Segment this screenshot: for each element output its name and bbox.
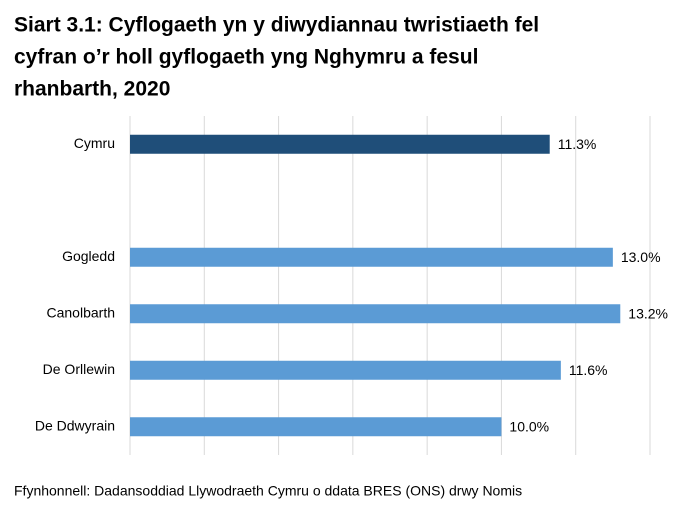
source-note: Ffynhonnell: Dadansoddiad Llywodraeth Cy… <box>14 483 522 499</box>
value-label: 13.2% <box>628 305 668 321</box>
chart-title: cyfran o’r holl gyflogaeth yng Nghymru a… <box>14 46 478 69</box>
category-label: Cymru <box>74 135 115 151</box>
category-label: Canolbarth <box>47 304 116 320</box>
category-label: Gogledd <box>62 248 115 264</box>
bar <box>130 247 613 267</box>
value-label: 10.0% <box>509 418 549 434</box>
bar <box>130 304 621 324</box>
value-label: 13.0% <box>621 249 661 265</box>
value-label: 11.3% <box>558 136 597 152</box>
bar <box>130 417 502 437</box>
bar <box>130 360 561 380</box>
category-label: De Ddwyrain <box>35 417 115 433</box>
bar <box>130 134 550 154</box>
category-label: De Orllewin <box>43 361 115 377</box>
chart-title: rhanbarth, 2020 <box>14 78 170 101</box>
value-label: 11.6% <box>569 362 608 378</box>
chart-title: Siart 3.1: Cyflogaeth yn y diwydiannau t… <box>14 14 539 37</box>
